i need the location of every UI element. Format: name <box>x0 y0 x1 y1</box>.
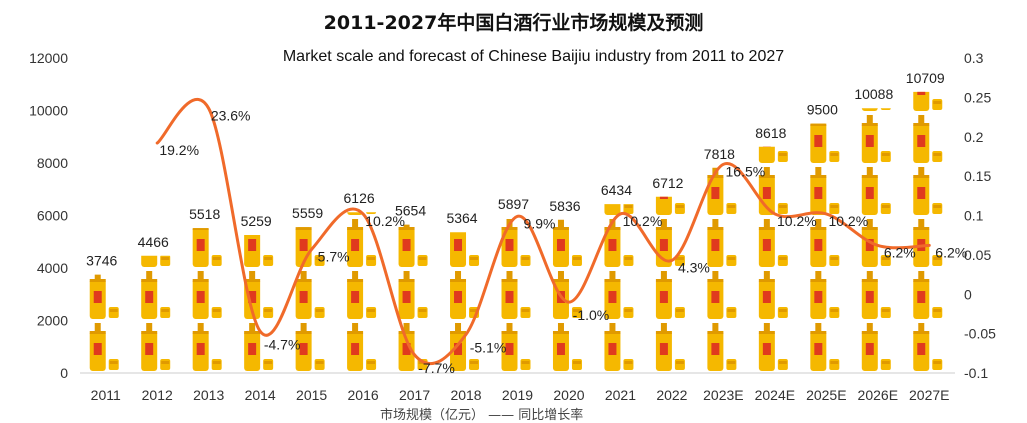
growth-value-label: 23.6% <box>211 107 251 123</box>
x-tick-label: 2026E <box>858 387 898 403</box>
chart-title: 2011-2027年中国白酒行业市场规模及预测 <box>323 12 704 34</box>
x-tick-label: 2021 <box>605 387 636 403</box>
growth-value-label: -4.7% <box>264 336 301 352</box>
left-tick-label: 4000 <box>37 260 68 276</box>
bar <box>861 108 891 371</box>
x-tick-label: 2023E <box>703 387 743 403</box>
x-tick-label: 2020 <box>553 387 584 403</box>
x-tick-label: 2024E <box>755 387 795 403</box>
bar-value-label: 10088 <box>854 86 893 102</box>
bar-series <box>89 91 943 371</box>
growth-value-label: 9.9% <box>524 215 556 231</box>
x-tick-label: 2022 <box>656 387 687 403</box>
bar <box>398 224 428 371</box>
chart-subtitle: Market scale and forecast of Chinese Bai… <box>282 48 785 65</box>
bar <box>758 146 788 371</box>
right-tick-label: 0.15 <box>964 168 991 184</box>
x-tick-label: 2016 <box>348 387 379 403</box>
right-tick-label: 0.2 <box>964 129 984 145</box>
x-tick-label: 2012 <box>142 387 173 403</box>
bar <box>913 91 943 371</box>
right-tick-label: -0.05 <box>964 326 996 342</box>
bar <box>655 196 685 371</box>
growth-value-label: 10.2% <box>828 213 868 229</box>
bar <box>295 227 325 371</box>
x-tick-label: 2027E <box>909 387 949 403</box>
bar <box>810 123 840 371</box>
bar-value-label: 6712 <box>652 175 683 191</box>
bar-value-label: 5364 <box>446 210 477 226</box>
right-tick-label: -0.1 <box>964 365 988 381</box>
bar-value-label: 8618 <box>755 125 786 141</box>
bar-value-label: 5897 <box>498 196 529 212</box>
growth-value-label: 6.2% <box>884 244 916 260</box>
bar-value-label: 4466 <box>138 234 169 250</box>
x-tick-label: 2014 <box>245 387 276 403</box>
bar-value-label: 5559 <box>292 205 323 221</box>
x-axis: 2011 2012 2013 2014 2015 2016 2017 2018 2019 2020… <box>80 372 955 403</box>
bar-value-label: 6434 <box>601 182 632 198</box>
bar <box>192 228 222 371</box>
x-tick-label: 2018 <box>450 387 481 403</box>
left-tick-label: 0 <box>60 365 68 381</box>
growth-value-labels: 19.2% 23.6% -4.7% 5.7% 10.2% -7.7% -5.1% 9.9% -1… <box>159 107 967 375</box>
bar-value-label: 3746 <box>86 253 117 269</box>
growth-value-label: 5.7% <box>318 248 350 264</box>
growth-line <box>155 98 931 366</box>
chart-legend: 市场规模（亿元） —— 同比增长率 <box>380 408 584 423</box>
x-tick-label: 2015 <box>296 387 327 403</box>
left-y-axis: 0 2000 4000 6000 8000 10000 12000 <box>29 50 68 381</box>
bar-value-label: 5836 <box>549 198 580 214</box>
bar-value-label: 9500 <box>807 102 838 118</box>
x-tick-label: 2017 <box>399 387 430 403</box>
bar-value-labels: 3746 4466 5518 5259 5559 6126 5654 5364 5897 5836… <box>86 70 945 269</box>
left-tick-label: 6000 <box>37 208 68 224</box>
bar <box>89 274 119 371</box>
bar-value-label: 10709 <box>906 70 945 86</box>
left-tick-label: 10000 <box>29 103 68 119</box>
left-tick-label: 12000 <box>29 50 68 66</box>
growth-value-label: 19.2% <box>159 142 199 158</box>
growth-value-label: -7.7% <box>418 360 455 376</box>
x-tick-label: 2019 <box>502 387 533 403</box>
bar <box>707 167 737 371</box>
x-tick-label: 2025E <box>806 387 846 403</box>
left-tick-label: 2000 <box>37 313 68 329</box>
bar <box>347 212 377 371</box>
bar-value-label: 5654 <box>395 203 426 219</box>
growth-line-series <box>155 98 931 366</box>
growth-value-label: 10.2% <box>777 213 817 229</box>
bar <box>141 255 171 371</box>
growth-value-label: 10.2% <box>623 213 663 229</box>
growth-value-label: 16.5% <box>726 163 766 179</box>
right-tick-label: 0.05 <box>964 247 991 263</box>
right-tick-label: 0.1 <box>964 208 984 224</box>
right-tick-label: 0 <box>964 286 972 302</box>
growth-value-label: -5.1% <box>470 339 507 355</box>
growth-value-label: 10.2% <box>365 213 405 229</box>
growth-value-label: -1.0% <box>573 307 610 323</box>
bar-value-label: 5518 <box>189 206 220 222</box>
left-tick-label: 8000 <box>37 155 68 171</box>
right-tick-label: 0.3 <box>964 50 984 66</box>
bar-value-label: 7818 <box>704 146 735 162</box>
right-tick-label: 0.25 <box>964 89 991 105</box>
growth-value-label: 6.2% <box>935 244 967 260</box>
growth-value-label: 4.3% <box>678 259 710 275</box>
bar <box>450 232 480 371</box>
bar-value-label: 5259 <box>241 213 272 229</box>
bar-value-label: 6126 <box>344 190 375 206</box>
bar <box>604 204 634 371</box>
x-tick-label: 2011 <box>91 387 121 403</box>
right-y-axis: -0.1 -0.05 0 0.05 0.1 0.15 0.2 0.25 0.3 <box>964 50 996 381</box>
x-tick-label: 2013 <box>193 387 224 403</box>
